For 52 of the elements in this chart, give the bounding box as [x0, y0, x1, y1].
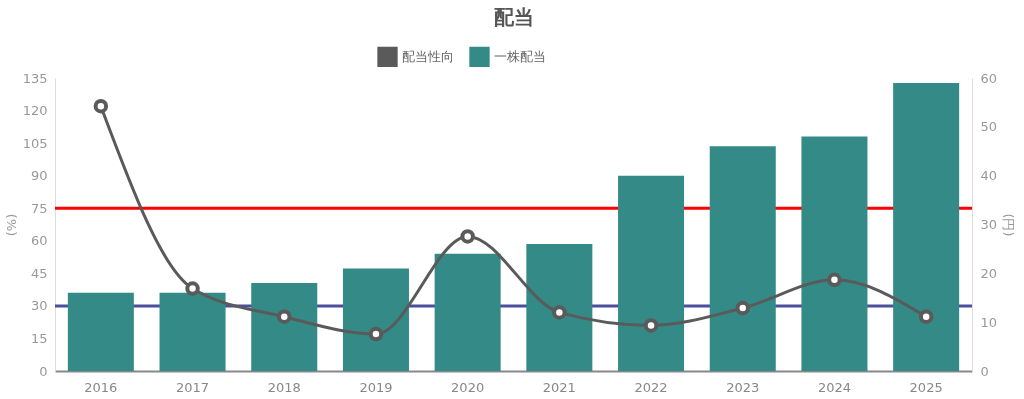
y-tick-label: 0: [39, 363, 48, 379]
x-tick-label: 2017: [176, 379, 210, 395]
y2-tick-label: 60: [980, 70, 998, 86]
y-tick-label: 60: [30, 233, 48, 249]
point: [93, 98, 109, 114]
bar: [67, 292, 134, 371]
bar: [709, 146, 776, 371]
y-tick-label: 15: [30, 330, 48, 346]
point: [735, 300, 750, 316]
bar: [251, 283, 318, 371]
y-tick-label: 105: [22, 135, 48, 151]
legend-label: 配当性向: [402, 48, 454, 64]
y2-axis-title: (円): [1001, 213, 1017, 237]
x-tick-label: 2023: [726, 379, 760, 395]
point: [277, 309, 292, 324]
x-tick-label: 2020: [451, 379, 485, 395]
y-tick-label: 30: [30, 298, 48, 314]
chart-title: 配当: [493, 5, 534, 29]
point: [918, 309, 934, 324]
y2-tick-label: 20: [980, 265, 998, 281]
x-tick-label: 2024: [817, 379, 851, 395]
bar: [526, 244, 593, 371]
y2-tick-label: 10: [980, 314, 998, 330]
point: [643, 318, 659, 333]
point: [827, 272, 842, 288]
y-tick-label: 45: [30, 265, 48, 281]
y-tick-label: 120: [22, 103, 48, 119]
x-tick-label: 2025: [909, 379, 943, 395]
bar: [893, 82, 960, 371]
point: [460, 229, 475, 244]
x-tick-label: 2022: [634, 379, 668, 395]
point: [552, 305, 567, 320]
x-tick-label: 2019: [359, 379, 393, 395]
y-tick-label: 135: [22, 70, 48, 86]
y2-tick-label: 30: [980, 217, 998, 232]
x-tick-label: 2018: [267, 379, 301, 395]
y2-tick-label: 0: [980, 363, 989, 379]
point: [185, 281, 200, 296]
bar: [342, 268, 409, 371]
y2-tick-label: 40: [980, 168, 998, 184]
bar: [801, 136, 868, 371]
x-tick-label: 2021: [542, 379, 576, 395]
y-axis-title: (%): [3, 213, 19, 237]
point: [368, 326, 384, 342]
legend-label: 一株配当: [494, 48, 546, 64]
bar: [434, 253, 501, 371]
bar: [618, 175, 685, 371]
bar: [159, 292, 226, 371]
y-tick-label: 90: [30, 168, 48, 184]
y-tick-label: 75: [30, 200, 48, 216]
x-tick-label: 2016: [84, 379, 118, 395]
y2-tick-label: 50: [980, 119, 998, 135]
